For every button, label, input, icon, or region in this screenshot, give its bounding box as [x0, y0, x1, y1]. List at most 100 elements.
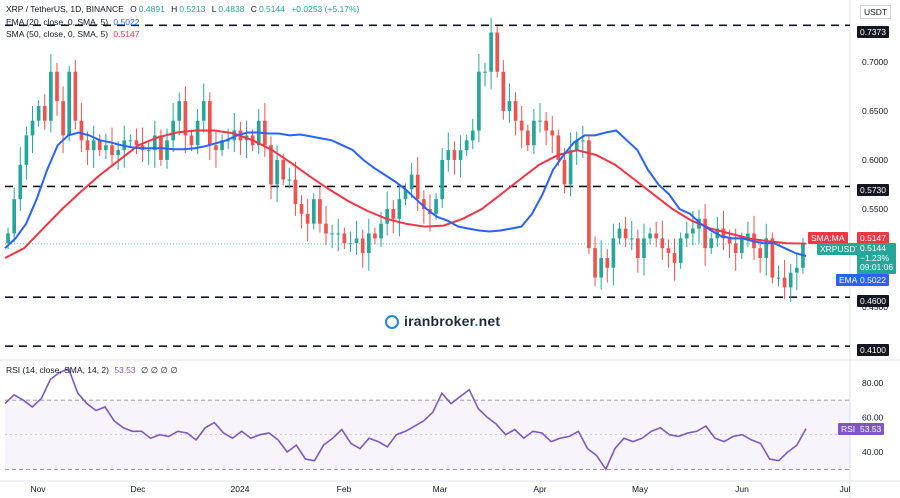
price-tick-3: 0.5500: [862, 204, 888, 214]
candle-114: [703, 218, 707, 249]
candle-104: [642, 238, 646, 258]
watermark: iranbroker.net: [385, 313, 500, 329]
ema-legend: EMA (20, close, 0, SMA, 5) 0.5022: [6, 17, 140, 27]
candle-106: [654, 233, 659, 239]
ema-tag: EMA: [836, 274, 861, 286]
candle-82: [507, 101, 512, 111]
level-label-0.5730: 0.5730: [857, 184, 889, 196]
last-change: −1.23%: [860, 252, 890, 263]
last-price-block: 0.5144 −1.23% 09:01:06: [857, 243, 897, 274]
open-value: 0.4891: [138, 4, 165, 14]
candle-98: [605, 257, 610, 268]
candle-80: [495, 32, 500, 72]
candle-74: [458, 150, 463, 160]
candle-120: [739, 238, 744, 254]
candle-58: [360, 238, 365, 254]
candle-28: [177, 101, 182, 121]
candle-3: [24, 135, 29, 165]
candle-11: [73, 71, 78, 121]
rsi-tick-0: 80.00: [862, 378, 884, 388]
candle-32: [201, 101, 206, 121]
candle-121: [746, 233, 750, 239]
candle-94: [580, 140, 585, 142]
candle-101: [623, 228, 628, 239]
candle-45: [281, 159, 286, 180]
x-tick-1: Dec: [130, 484, 146, 494]
watermark-logo-icon: [385, 315, 399, 329]
x-tick-0: Nov: [30, 484, 46, 494]
candle-73: [452, 150, 457, 160]
candle-6: [42, 106, 47, 121]
candle-14: [91, 140, 96, 151]
candle-17: [110, 145, 114, 156]
candle-54: [336, 233, 341, 235]
candle-123: [758, 248, 762, 258]
candle-24: [152, 135, 157, 151]
currency-label[interactable]: USDT: [860, 5, 892, 19]
candle-12: [79, 120, 84, 141]
rsi-tick-2: 40.00: [862, 447, 884, 457]
countdown: 09:01:06: [860, 262, 894, 272]
candle-72: [446, 150, 451, 160]
candle-93: [574, 140, 579, 151]
candle-117: [721, 228, 726, 239]
candle-21: [134, 140, 139, 146]
rsi-tick-1: 60.00: [862, 412, 884, 422]
high-value: 0.5213: [179, 4, 206, 14]
candle-43: [269, 145, 273, 185]
sma-axis-value: 0.5147: [857, 232, 889, 244]
level-label-0.4100: 0.4100: [857, 344, 889, 356]
candle-127: [782, 277, 787, 288]
candle-13: [85, 140, 90, 151]
candle-27: [171, 120, 175, 141]
candle-51: [318, 199, 322, 224]
symbol-tag: XRPUSDT: [817, 243, 864, 255]
candle-90: [556, 135, 561, 160]
candle-37: [232, 130, 237, 141]
candle-9: [61, 101, 65, 136]
candle-65: [403, 189, 408, 200]
candle-81: [501, 71, 506, 111]
sma-legend: SMA (50, close, 0, SMA, 5) 0.5147: [6, 29, 140, 39]
x-tick-7: Jun: [735, 484, 749, 494]
candle-99: [611, 238, 616, 268]
candle-124: [764, 238, 769, 258]
level-label-0.7373: 0.7373: [857, 26, 889, 38]
candle-89: [550, 130, 555, 136]
candle-30: [189, 135, 194, 146]
sma-legend-value: 0.5147: [113, 29, 140, 39]
candle-59: [366, 233, 371, 254]
candle-23: [146, 150, 151, 152]
sma-tag: SMA:MA: [808, 232, 848, 244]
candle-53: [330, 233, 334, 235]
candle-0: [6, 233, 10, 244]
candle-5: [36, 106, 41, 121]
candle-64: [397, 199, 402, 219]
candle-83: [513, 101, 518, 121]
candle-33: [208, 101, 212, 146]
price-tick-0: 0.7000: [862, 57, 888, 67]
candle-86: [532, 120, 536, 146]
candle-105: [648, 233, 652, 239]
candle-57: [354, 238, 359, 244]
candle-67: [415, 174, 420, 200]
candle-34: [214, 145, 218, 151]
candle-119: [733, 243, 738, 254]
candle-52: [324, 223, 328, 234]
candle-48: [299, 204, 304, 214]
candle-10: [67, 71, 72, 136]
rsi-line: [4, 367, 807, 471]
change-value: +0.0253 (+5.17%): [291, 4, 360, 14]
candle-49: [305, 213, 310, 224]
candle-55: [342, 233, 347, 244]
close-value: 0.5144: [258, 4, 285, 14]
candle-35: [220, 140, 224, 151]
x-tick-2: 2024: [231, 484, 250, 494]
candle-84: [519, 120, 524, 131]
candle-95: [587, 140, 591, 249]
candle-85: [525, 130, 530, 146]
rsi-legend-value: 53.53: [114, 365, 136, 375]
candle-88: [544, 120, 548, 131]
candle-92: [568, 150, 573, 185]
